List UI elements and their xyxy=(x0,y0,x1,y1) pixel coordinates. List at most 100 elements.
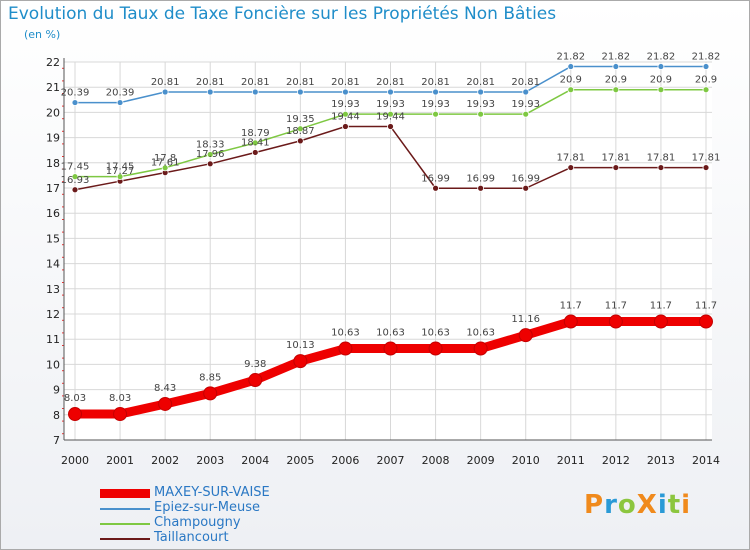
data-label: 11.7 xyxy=(650,301,672,312)
data-point xyxy=(387,88,394,96)
data-point xyxy=(68,407,82,422)
x-tick-label: 2000 xyxy=(61,454,89,467)
data-label: 18.41 xyxy=(241,137,270,148)
data-point xyxy=(296,137,304,145)
legend-swatch xyxy=(100,538,150,540)
data-label: 8.03 xyxy=(109,393,131,404)
data-point xyxy=(518,328,533,343)
y-tick-label: 8 xyxy=(53,409,60,422)
data-label: 17.81 xyxy=(692,153,721,164)
data-point xyxy=(206,88,214,96)
data-point xyxy=(522,110,530,118)
data-point xyxy=(428,341,443,356)
y-tick-label: 17 xyxy=(46,182,60,195)
data-label: 20.81 xyxy=(376,77,405,88)
data-label: 10.63 xyxy=(376,328,405,339)
data-point xyxy=(71,173,79,181)
x-tick-label: 2012 xyxy=(602,454,630,467)
x-tick-label: 2013 xyxy=(647,454,675,467)
data-point xyxy=(383,341,398,356)
y-tick-label: 10 xyxy=(46,358,60,371)
x-tick-label: 2003 xyxy=(196,454,224,467)
data-point xyxy=(116,99,124,106)
data-label: 19.93 xyxy=(466,99,495,110)
data-label: 18.79 xyxy=(241,128,270,139)
data-label: 17.81 xyxy=(647,153,676,164)
data-point xyxy=(477,88,485,96)
data-label: 17.45 xyxy=(61,162,90,173)
data-point xyxy=(342,110,349,118)
data-label: 11.7 xyxy=(560,301,582,312)
data-point xyxy=(158,396,173,411)
data-point xyxy=(161,88,169,96)
data-label: 10.13 xyxy=(286,340,315,351)
data-point xyxy=(477,110,485,118)
data-point xyxy=(699,314,713,329)
proxiti-logo: ProXiti xyxy=(584,490,692,520)
data-label: 17.96 xyxy=(196,149,225,160)
y-tick-label: 11 xyxy=(46,333,60,346)
data-point xyxy=(161,164,169,172)
legend-label: Champougny xyxy=(154,515,241,530)
x-tick-label: 2001 xyxy=(106,454,134,467)
data-label: 21.82 xyxy=(692,52,721,63)
data-label: 19.35 xyxy=(286,114,315,125)
data-label: 19.93 xyxy=(421,99,450,110)
legend-label: Taillancourt xyxy=(154,530,229,545)
y-tick-label: 14 xyxy=(46,258,60,271)
data-label: 18.87 xyxy=(286,126,315,137)
data-point xyxy=(657,164,665,171)
data-point xyxy=(477,184,485,192)
data-point xyxy=(251,139,259,147)
data-label: 17.27 xyxy=(106,166,135,177)
data-point xyxy=(653,314,668,329)
y-axis-unit-label: (en %) xyxy=(24,28,61,41)
data-label: 20.81 xyxy=(286,77,315,88)
data-label: 20.9 xyxy=(605,75,627,86)
data-point xyxy=(612,86,620,94)
y-tick-label: 7 xyxy=(53,434,60,447)
data-point xyxy=(702,164,710,171)
data-point xyxy=(567,63,575,70)
data-point xyxy=(657,63,665,70)
y-tick-label: 12 xyxy=(46,308,60,321)
data-point xyxy=(657,86,665,94)
chart-title: Evolution du Taux de Taxe Foncière sur l… xyxy=(8,4,557,24)
data-label: 11.16 xyxy=(511,314,540,325)
data-point xyxy=(432,184,439,192)
data-label: 21.82 xyxy=(556,52,585,63)
data-point xyxy=(522,184,530,192)
data-point xyxy=(522,88,530,96)
data-label: 19.93 xyxy=(376,99,405,110)
data-label: 10.63 xyxy=(331,328,360,339)
legend-swatch xyxy=(100,523,150,525)
data-label: 17.81 xyxy=(556,153,585,164)
data-point xyxy=(702,86,710,94)
data-point xyxy=(293,354,308,369)
data-label: 20.39 xyxy=(61,88,90,99)
data-point xyxy=(296,88,304,96)
x-tick-label: 2002 xyxy=(151,454,179,467)
data-label: 17.45 xyxy=(106,162,135,173)
data-point xyxy=(563,314,578,329)
data-label: 8.03 xyxy=(64,393,86,404)
data-label: 16.93 xyxy=(61,175,90,186)
data-point xyxy=(342,88,349,96)
data-point xyxy=(473,341,488,356)
data-label: 20.81 xyxy=(466,77,495,88)
data-point xyxy=(432,88,439,96)
data-label: 20.9 xyxy=(650,75,672,86)
y-tick-label: 13 xyxy=(46,283,60,296)
data-point xyxy=(432,110,439,118)
data-label: 19.93 xyxy=(331,99,360,110)
data-point xyxy=(71,186,79,194)
x-tick-label: 2010 xyxy=(512,454,540,467)
legend-swatch xyxy=(100,508,150,510)
y-tick-label: 16 xyxy=(46,207,60,220)
x-tick-label: 2014 xyxy=(692,454,720,467)
data-label: 21.82 xyxy=(647,52,676,63)
data-label: 17.8 xyxy=(154,153,176,164)
data-point xyxy=(113,407,128,422)
data-label: 20.81 xyxy=(241,77,270,88)
